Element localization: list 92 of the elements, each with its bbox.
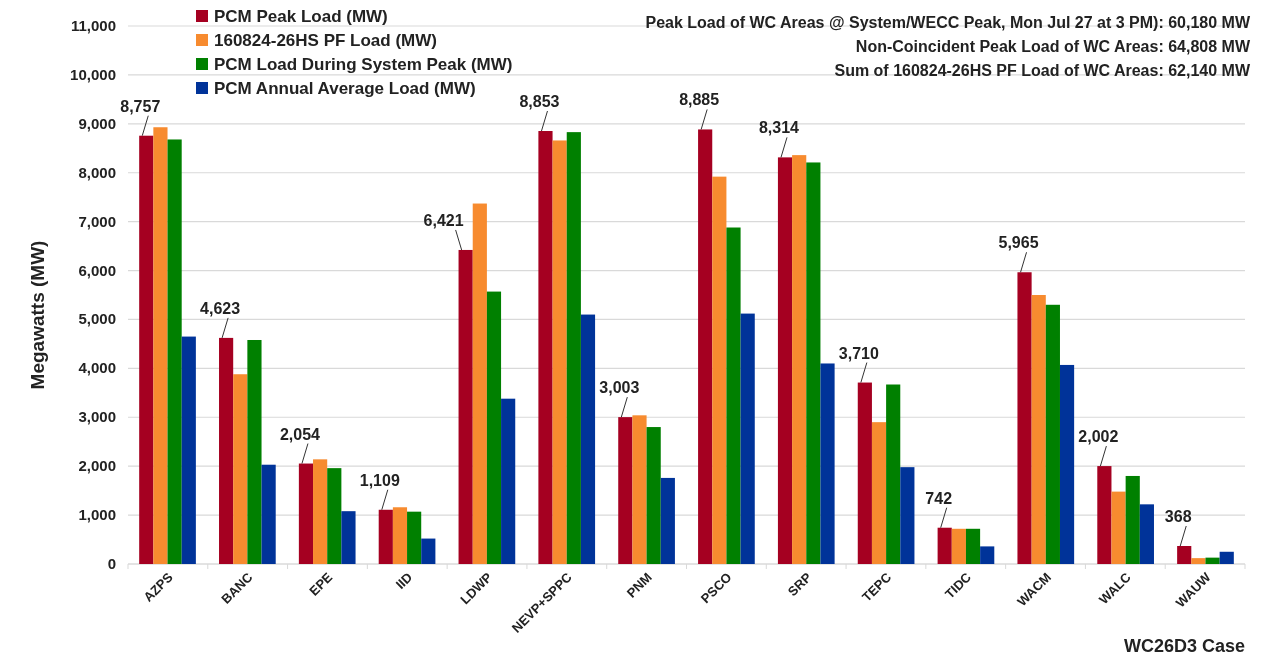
y-tick-label: 4,000 <box>78 359 116 377</box>
bar <box>1059 364 1075 564</box>
data-label: 4,623 <box>200 299 241 317</box>
bar <box>407 511 422 564</box>
y-axis-title: Megawatts (MW) <box>27 240 48 390</box>
data-label: 8,885 <box>679 91 720 109</box>
bar <box>980 546 995 564</box>
y-tick-label: 2,000 <box>78 457 116 475</box>
bar <box>740 313 755 564</box>
bar <box>501 398 516 564</box>
bar <box>1111 491 1126 564</box>
y-tick-label: 5,000 <box>78 310 116 328</box>
bar <box>552 140 567 564</box>
bar <box>1177 546 1192 564</box>
y-tick-label: 0 <box>107 555 116 572</box>
data-label: 5,965 <box>998 234 1039 252</box>
bar <box>820 363 835 564</box>
bar <box>472 203 487 564</box>
annotation: Sum of 160824-26HS PF Load of WC Areas: 62,140 MW <box>834 62 1251 79</box>
data-label: 3,710 <box>838 344 879 362</box>
bar <box>1031 295 1046 564</box>
bar <box>261 464 276 564</box>
bar <box>378 509 393 564</box>
bar <box>486 291 502 564</box>
bar <box>566 132 581 564</box>
bar <box>247 340 262 564</box>
bar <box>327 468 342 564</box>
legend-label: PCM Annual Average Load (MW) <box>214 79 476 98</box>
legend-label: PCM Load During System Peak (MW) <box>214 55 513 74</box>
bar <box>298 463 314 564</box>
bar <box>1045 304 1060 564</box>
bar <box>233 374 248 564</box>
bar <box>1205 557 1220 564</box>
legend-label: PCM Peak Load (MW) <box>214 7 388 26</box>
bar <box>153 127 168 564</box>
data-label: 3,003 <box>599 379 640 397</box>
bar <box>139 135 154 564</box>
bar <box>181 336 196 564</box>
x-axis-title: WC26D3 Case <box>1123 636 1245 656</box>
bar <box>712 176 727 564</box>
bar <box>900 467 915 564</box>
bar <box>806 162 821 564</box>
y-tick-label: 3,000 <box>78 408 116 426</box>
bar <box>1139 504 1154 564</box>
bar <box>421 538 436 564</box>
bar <box>792 155 807 564</box>
data-label: 2,054 <box>279 425 321 443</box>
y-tick-label: 10,000 <box>70 65 116 83</box>
x-tick-label: IID <box>392 569 416 592</box>
bar <box>219 337 234 564</box>
data-label: 2,002 <box>1078 428 1119 446</box>
bar <box>646 427 661 564</box>
y-tick-label: 6,000 <box>78 261 116 279</box>
bar <box>1017 272 1032 564</box>
bar <box>632 415 647 564</box>
bar <box>580 314 596 564</box>
bar <box>392 507 408 564</box>
y-tick-label: 1,000 <box>78 506 116 524</box>
bar <box>1125 475 1140 564</box>
bar <box>1191 558 1206 564</box>
bar <box>951 528 966 564</box>
data-label: 8,314 <box>758 119 800 137</box>
bar <box>618 417 633 564</box>
y-tick-label: 8,000 <box>78 163 116 181</box>
bar <box>965 528 981 564</box>
bar <box>857 382 872 564</box>
data-label: 368 <box>1164 508 1192 525</box>
annotation: Peak Load of WC Areas @ System/WECC Peak, Mon Jul 27 at 3 PM): 60,180 MW <box>645 14 1251 31</box>
bar <box>1219 551 1234 564</box>
bar <box>937 527 952 564</box>
bar <box>1097 466 1112 564</box>
bar <box>871 422 887 564</box>
bar <box>726 227 741 564</box>
bar <box>341 511 356 564</box>
annotation: Non-Coincident Peak Load of WC Areas: 64,808 MW <box>855 38 1251 55</box>
bar <box>167 139 182 564</box>
bar <box>538 131 553 564</box>
data-label: 6,421 <box>423 211 464 229</box>
bar <box>777 157 793 564</box>
bar <box>886 384 901 564</box>
legend-label: 160824-26HS PF Load (MW) <box>214 31 437 50</box>
data-label: 742 <box>925 489 953 507</box>
bar <box>698 129 713 564</box>
data-label: 8,757 <box>120 97 161 115</box>
y-tick-label: 11,000 <box>70 17 116 34</box>
data-label: 1,109 <box>359 471 400 489</box>
data-label: 8,853 <box>519 93 560 111</box>
bar <box>458 249 473 564</box>
bar <box>313 459 328 564</box>
y-tick-label: 9,000 <box>78 114 116 132</box>
y-tick-label: 7,000 <box>78 212 116 230</box>
bar <box>660 477 675 564</box>
